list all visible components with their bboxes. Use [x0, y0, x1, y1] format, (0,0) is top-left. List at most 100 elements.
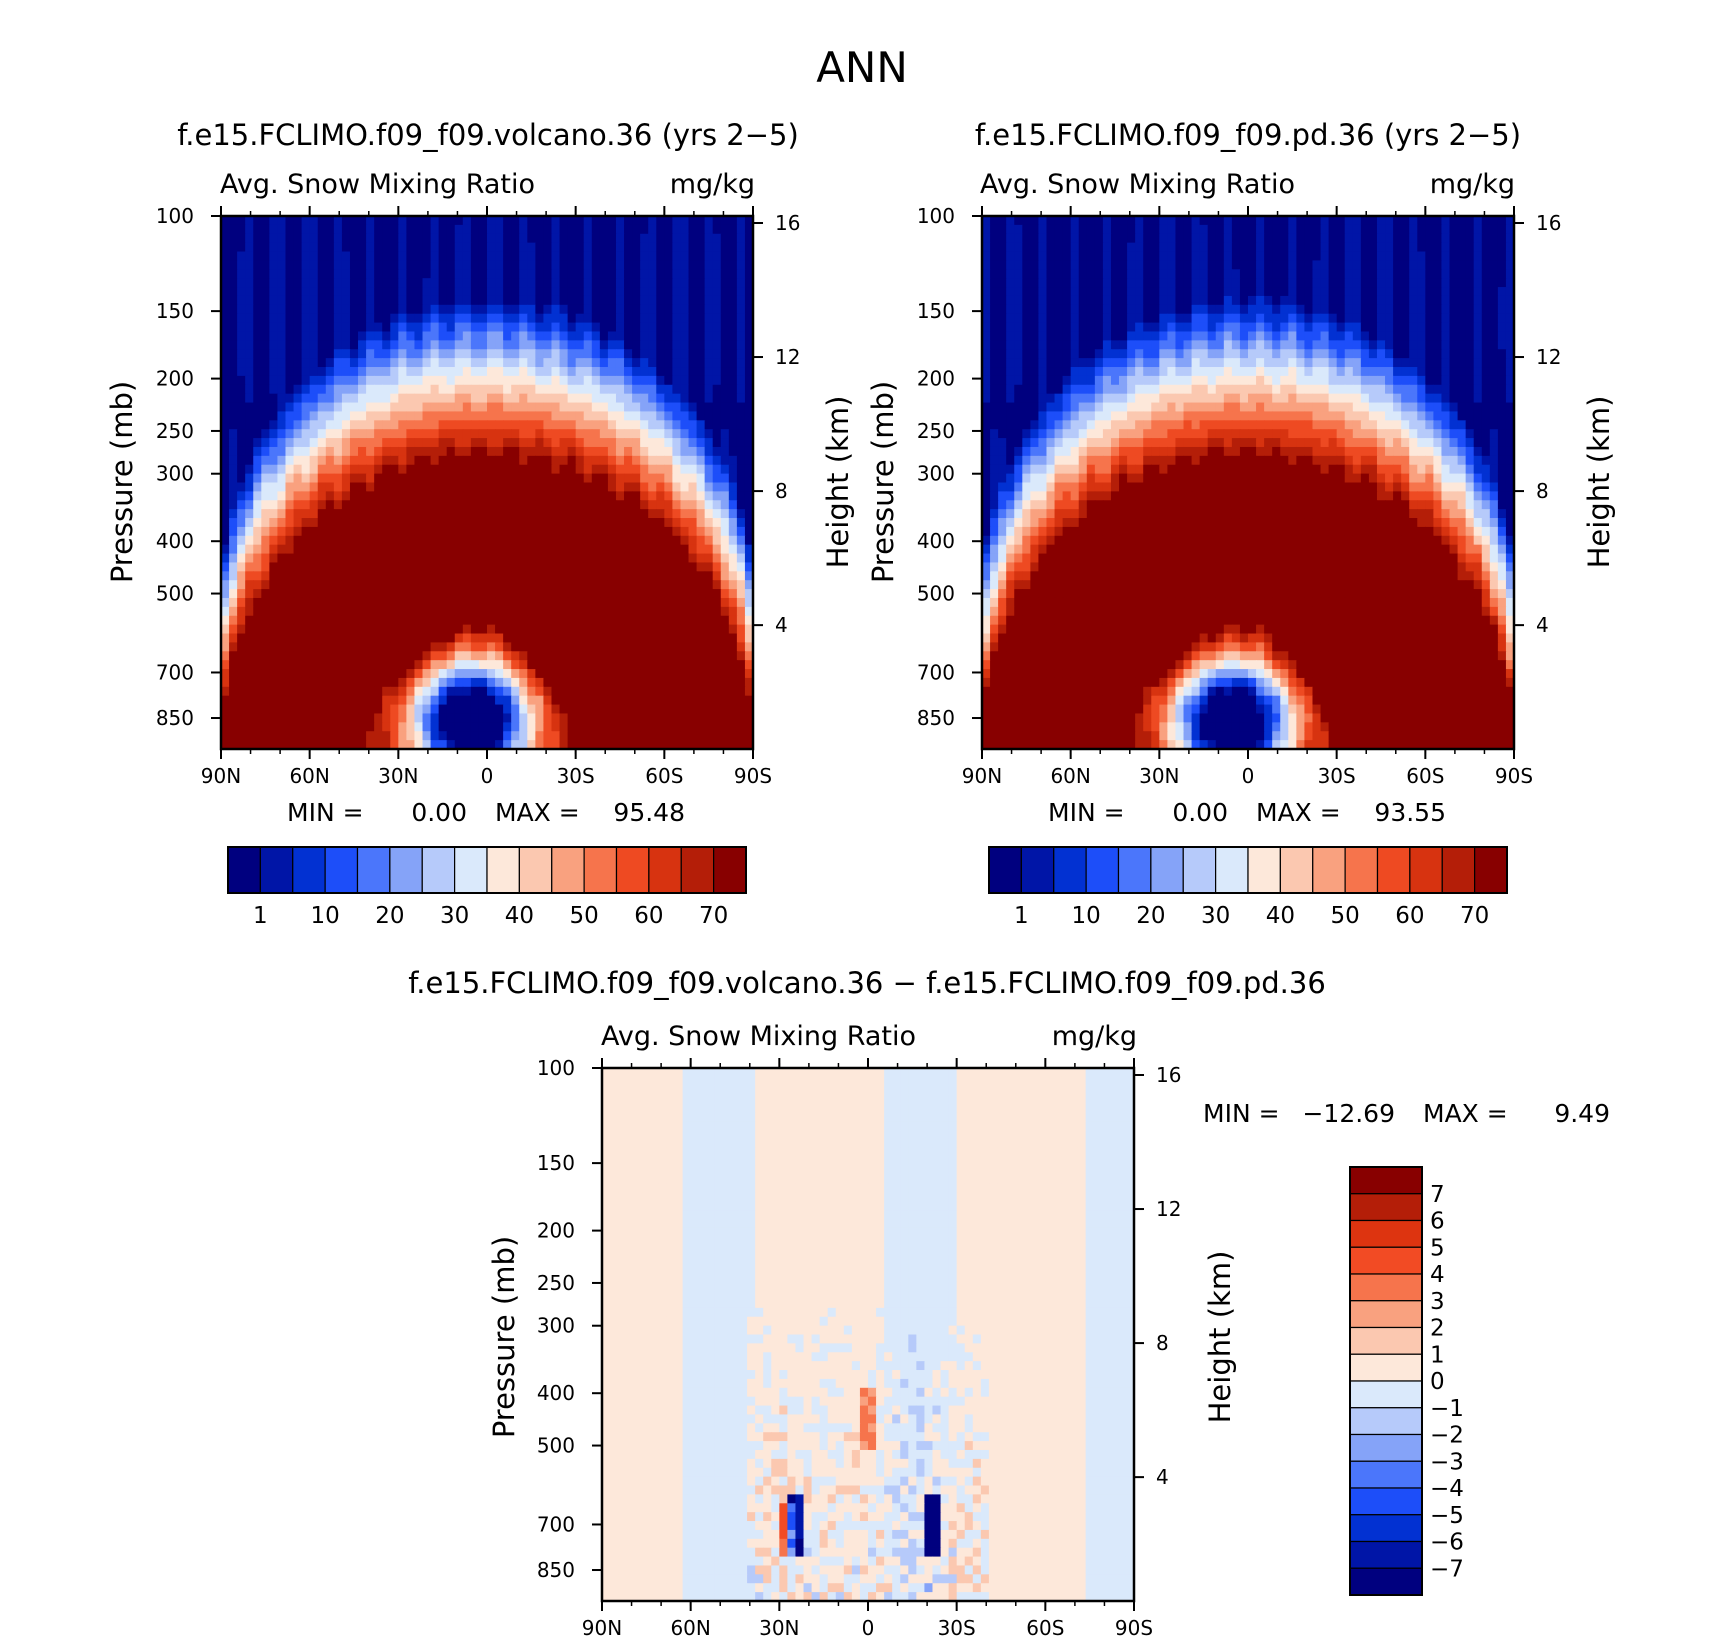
field-cell — [358, 464, 367, 475]
field-cell — [632, 411, 641, 421]
field-cell — [414, 722, 424, 732]
field-cell — [261, 731, 270, 741]
field-cell — [309, 384, 319, 395]
field-cell — [543, 624, 553, 635]
field-cell — [1336, 242, 1346, 253]
field-cell — [535, 287, 545, 297]
field-cell — [406, 686, 416, 697]
field-cell — [390, 669, 399, 679]
field-cell — [990, 287, 999, 297]
field-cell — [511, 500, 520, 510]
field-cell — [422, 393, 432, 404]
field-cell — [551, 580, 561, 590]
field-cell — [382, 295, 391, 306]
field-cell — [422, 224, 432, 235]
field-cell — [736, 624, 746, 635]
field-cell — [487, 367, 496, 377]
field-cell — [982, 260, 991, 270]
field-cell — [349, 642, 359, 652]
field-cell — [1320, 242, 1330, 253]
field-cell — [728, 491, 738, 501]
field-cell — [736, 295, 746, 306]
field-cell — [615, 553, 625, 564]
field-cell — [366, 295, 375, 306]
field-cell — [277, 535, 287, 546]
field-cell — [462, 446, 472, 457]
field-cell — [503, 446, 512, 457]
field-cell — [1385, 269, 1394, 279]
field-cell — [446, 615, 456, 626]
field-cell — [301, 411, 311, 421]
field-cell — [1328, 251, 1338, 262]
field-cell — [454, 740, 464, 750]
field-cell — [1441, 304, 1451, 315]
field-cell — [454, 304, 464, 315]
field-cell — [535, 580, 545, 590]
field-cell — [1167, 269, 1177, 279]
field-cell — [527, 367, 536, 377]
field-cell — [1022, 269, 1031, 279]
field-cell — [1094, 295, 1104, 306]
field-cell — [349, 695, 359, 706]
field-cell — [632, 731, 641, 741]
field-cell — [325, 393, 335, 404]
field-cell — [1304, 295, 1314, 306]
field-cell — [1481, 322, 1491, 333]
field-cell — [478, 278, 488, 288]
field-cell — [688, 482, 698, 492]
field-cell — [591, 722, 601, 732]
field-cell — [1127, 251, 1136, 262]
field-cell — [1231, 313, 1241, 324]
field-cell — [382, 589, 391, 599]
field-cell — [374, 242, 383, 253]
field-cell — [261, 669, 270, 679]
field-cell — [688, 713, 698, 723]
field-cell — [1385, 322, 1394, 333]
field-cell — [559, 651, 569, 661]
field-cell — [1215, 313, 1225, 324]
field-cell — [1288, 242, 1297, 253]
field-cell — [325, 216, 335, 226]
field-cell — [1143, 295, 1152, 306]
field-cell — [1481, 233, 1491, 244]
field-cell — [712, 446, 722, 457]
field-cell — [406, 491, 416, 501]
field-cell — [503, 331, 512, 341]
field-cell — [575, 278, 585, 288]
field-cell — [422, 731, 432, 741]
field-cell — [736, 509, 746, 519]
field-cell — [277, 740, 287, 750]
field-cell — [495, 660, 504, 670]
field-cell — [712, 624, 722, 635]
field-cell — [1256, 233, 1265, 244]
field-cell — [253, 420, 262, 430]
field-cell — [1296, 287, 1306, 297]
field-cell — [640, 304, 649, 315]
field-cell — [462, 491, 472, 501]
field-cell — [1417, 269, 1426, 279]
field-cell — [696, 304, 706, 315]
field-cell — [1441, 287, 1451, 297]
field-cell — [285, 313, 295, 324]
field-cell — [325, 526, 335, 537]
field-cell — [1457, 224, 1467, 235]
field-cell — [1207, 269, 1217, 279]
field-cell — [349, 597, 359, 608]
field-cell — [245, 340, 254, 350]
field-cell — [704, 438, 714, 448]
field-cell — [591, 509, 601, 519]
field-cell — [1417, 322, 1426, 333]
field-cell — [567, 322, 577, 333]
field-cell — [1175, 313, 1185, 324]
field-cell — [277, 278, 287, 288]
field-cell — [269, 367, 279, 377]
field-cell — [559, 606, 569, 617]
field-cell — [269, 677, 279, 688]
field-cell — [446, 322, 456, 333]
field-cell — [1159, 278, 1168, 288]
field-cell — [696, 438, 706, 448]
field-cell — [390, 553, 399, 564]
field-cell — [1223, 260, 1233, 270]
field-cell — [454, 216, 464, 226]
field-cell — [728, 606, 738, 617]
